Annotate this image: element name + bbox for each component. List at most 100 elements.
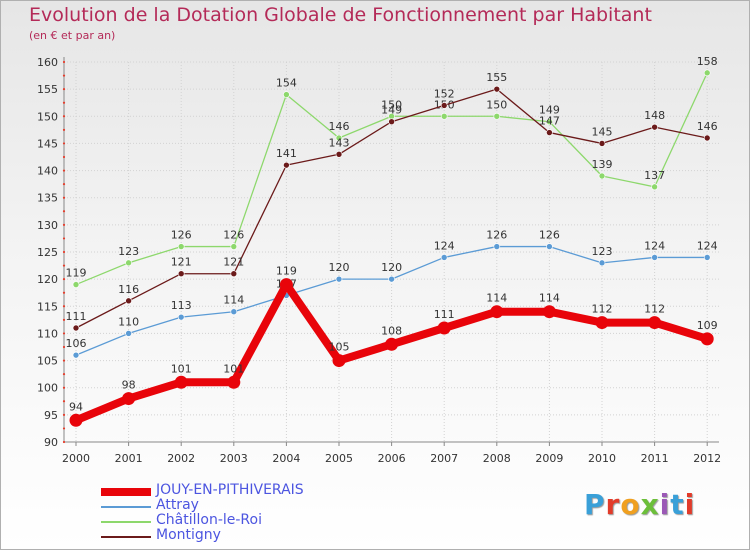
legend-item-chatillon: Châtillon-le-Roi [101,512,431,530]
data-point [700,332,714,346]
y-tick-label: 150 [37,110,58,123]
y-axis-dot [62,250,66,254]
data-point [703,134,711,142]
data-point [279,278,293,292]
data-point [493,243,501,250]
y-tick-label: 130 [37,219,58,232]
y-axis-dot [62,169,66,172]
y-tick-label: 110 [37,327,58,340]
y-axis-dot [62,142,66,145]
y-axis-dot [62,332,66,335]
data-point [230,243,238,250]
logo-letter: o [620,488,641,521]
proxiti-logo: Proxiti [584,488,695,521]
data-label: 150 [486,98,507,111]
data-point [598,140,606,147]
y-axis-dot [62,115,66,118]
data-point [703,254,711,261]
data-point [122,392,136,406]
y-axis-dot [62,183,66,186]
data-label: 149 [539,104,560,117]
data-label: 120 [381,261,402,274]
logo-letter: r [605,488,621,521]
y-tick-label: 125 [37,246,58,259]
y-axis-dot [62,74,66,77]
data-point [227,375,241,389]
x-tick-label: 2001 [115,452,143,465]
data-point [440,254,448,261]
data-label: 98 [122,379,136,392]
data-label: 137 [644,169,665,182]
data-label: 119 [66,267,87,280]
data-point [283,91,290,98]
y-tick-label: 120 [37,273,58,286]
y-tick-label: 100 [37,382,58,395]
data-label: 158 [697,55,718,68]
legend-item-jouy: JOUY-EN-PITHIVERAIS [101,482,431,500]
data-label: 112 [644,303,665,316]
data-point [174,375,188,389]
x-tick-label: 2010 [588,452,616,465]
data-label: 108 [381,324,402,337]
data-point [177,243,185,250]
y-tick-label: 160 [37,56,58,69]
data-point [125,297,132,305]
data-point [335,275,343,283]
logo-letter: i [684,488,696,521]
data-point [125,330,132,337]
data-label: 124 [697,239,718,252]
data-point [490,305,504,319]
data-label: 123 [118,245,139,258]
logo-letter: t [670,488,685,521]
y-axis-dot [62,210,66,213]
y-axis-dot [62,440,66,444]
data-point [332,354,346,368]
data-label: 123 [592,245,613,258]
data-point [385,337,399,351]
data-label: 146 [329,120,350,133]
data-point [651,254,658,261]
data-label: 126 [223,229,244,242]
y-tick-label: 145 [37,137,58,150]
chart-subtitle: (en € et par an) [29,29,116,42]
y-axis-dot [62,237,66,240]
data-label: 121 [223,256,244,269]
y-tick-label: 140 [37,165,58,178]
x-tick-label: 2012 [693,452,721,465]
data-label: 116 [118,283,139,296]
data-point [72,324,80,332]
y-axis-dot [62,291,66,294]
x-tick-label: 2008 [483,452,511,465]
data-label: 147 [539,115,560,128]
y-axis-dot [62,128,66,131]
data-label: 149 [381,104,402,117]
y-axis-dot [62,345,66,349]
x-tick-label: 2004 [272,452,300,465]
y-axis-dot [62,60,66,64]
data-label: 152 [434,87,455,100]
logo-letter: i [659,488,671,521]
data-point [69,413,83,427]
data-label: 146 [697,120,718,133]
y-axis-dot [62,88,66,91]
data-point [546,118,553,126]
legend-item-attray: Attray [101,497,431,515]
legend-label-chatillon: Châtillon-le-Roi [156,512,262,528]
data-label: 124 [434,239,455,252]
data-label: 119 [276,265,297,278]
data-point [651,123,658,131]
data-point [546,129,553,136]
data-label: 109 [697,319,718,332]
y-axis-dot [62,373,66,376]
data-point [177,270,185,278]
data-label: 126 [539,229,560,242]
legend-label-jouy: JOUY-EN-PITHIVERAIS [156,482,304,498]
data-point [72,281,80,288]
y-axis-dot [62,305,66,308]
y-tick-label: 105 [37,355,58,368]
data-point [283,161,290,169]
chart-title: Evolution de la Dotation Globale de Fonc… [29,4,652,26]
y-tick-label: 155 [37,83,58,96]
data-label: 114 [223,294,244,307]
